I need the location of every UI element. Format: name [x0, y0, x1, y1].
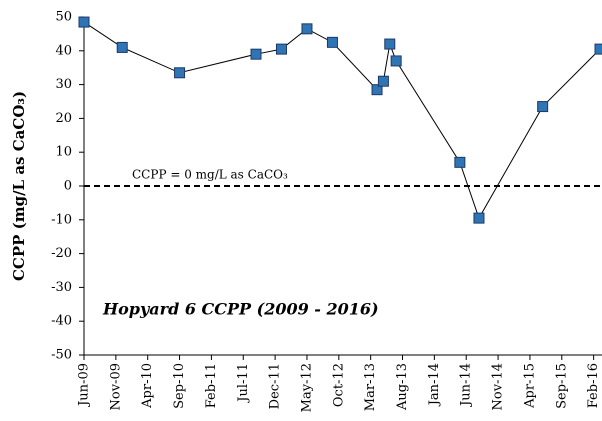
marker [371, 84, 383, 96]
x-tick-label: Jul-11 [236, 363, 251, 404]
marker [78, 16, 90, 28]
marker [301, 23, 313, 35]
y-tick-label: -10 [51, 212, 72, 227]
marker [116, 41, 128, 53]
x-tick-label: Feb-16 [586, 363, 601, 408]
y-axis-label: CCPP (mg/L as CaCO₃) [10, 91, 28, 281]
y-tick-label: 10 [55, 145, 72, 160]
x-tick-label: Sep-10 [172, 363, 187, 409]
x-tick-label: Dec-11 [268, 363, 283, 409]
y-tick-label: 50 [55, 10, 72, 25]
x-tick-label: Nov-09 [108, 363, 123, 410]
x-tick-label: Aug-13 [395, 363, 410, 411]
marker [250, 48, 262, 60]
y-tick-label: 20 [55, 111, 72, 126]
marker [454, 156, 466, 168]
y-tick-label: 0 [64, 179, 72, 194]
y-tick-label: -20 [51, 246, 72, 261]
marker [473, 212, 485, 224]
x-tick-label: Oct-12 [331, 363, 346, 407]
x-tick-label: May-12 [299, 363, 314, 412]
marker [537, 101, 549, 113]
series-line [83, 21, 601, 220]
marker [377, 75, 389, 87]
annotation: CCPP = 0 mg/L as CaCO₃ [132, 168, 288, 182]
marker [326, 36, 338, 48]
x-tick-label: Feb-11 [204, 363, 219, 408]
marker [390, 55, 402, 67]
y-tick-label: -40 [51, 314, 72, 329]
x-tick-label: Nov-14 [491, 363, 506, 410]
y-tick-label: -50 [51, 348, 72, 363]
x-tick-label: Apr-10 [140, 363, 155, 409]
x-tick-label: Jun-14 [459, 363, 474, 408]
y-tick-label: 40 [55, 43, 72, 58]
x-tick-label: Mar-13 [363, 363, 378, 411]
marker [275, 43, 287, 55]
chart-title: Hopyard 6 CCPP (2009 - 2016) [102, 300, 379, 319]
x-tick-label: Sep-15 [554, 363, 569, 409]
x-tick-label: Apr-15 [522, 363, 537, 409]
x-tick-label: Jun-09 [77, 363, 92, 408]
y-tick-label: -30 [51, 280, 72, 295]
marker [174, 67, 186, 79]
x-tick-label: Jan-14 [427, 363, 442, 407]
marker [384, 38, 396, 50]
marker [594, 43, 602, 55]
y-tick-label: 30 [55, 77, 72, 92]
